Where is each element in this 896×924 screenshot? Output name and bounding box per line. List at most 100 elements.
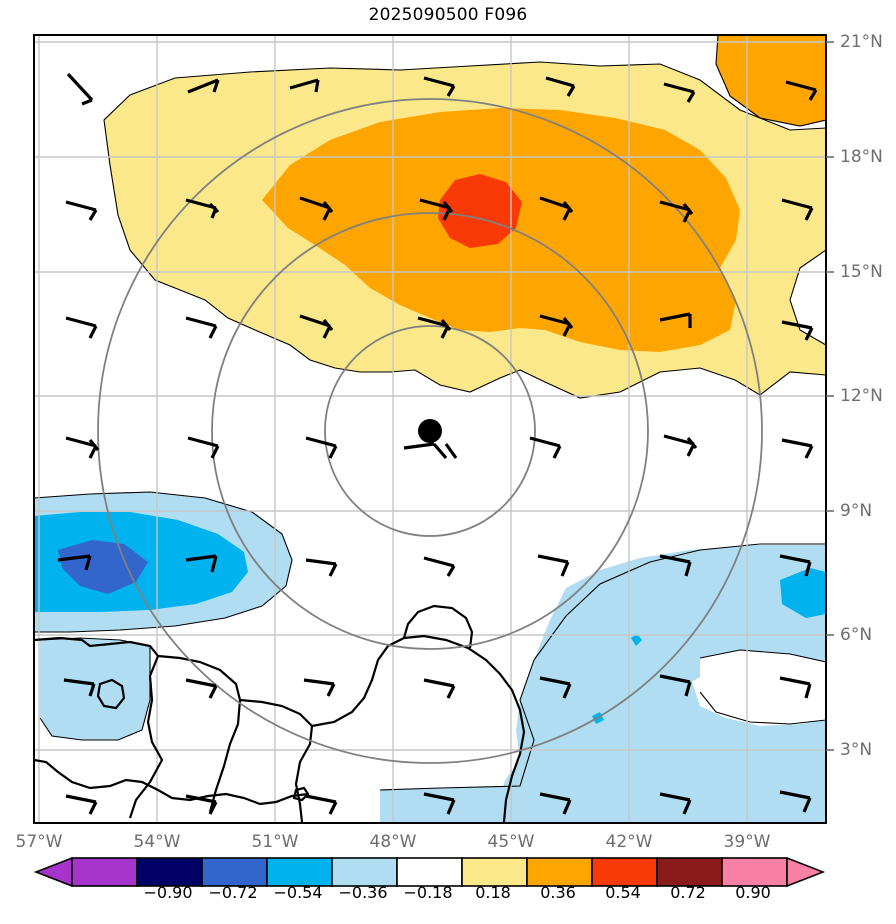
colorbar-swatch-dark-red[interactable]	[656, 857, 723, 887]
colorbar-tick-label-5: 0.18	[475, 883, 511, 902]
colorbar-extend-min[interactable]	[33, 856, 73, 887]
shade-light-blue-southeast-lower	[380, 780, 826, 823]
wind-barb	[781, 438, 814, 459]
wind-barb	[779, 554, 812, 577]
wind-barb	[65, 316, 98, 339]
wind-barb	[529, 436, 562, 459]
y-tick-label-21n: 21°N	[840, 32, 883, 52]
colorbar-tick-label-4: −0.18	[403, 883, 453, 902]
wind-barb	[305, 558, 338, 577]
x-tick-label-39w: 39°W	[723, 832, 771, 852]
wind-barb	[185, 794, 218, 815]
wind-barb	[423, 556, 456, 577]
wind-barb	[423, 76, 456, 97]
shade-white-hole-southeast	[700, 650, 826, 724]
wind-barb	[663, 82, 696, 103]
colorbar-tick-label-3: −0.36	[338, 883, 388, 902]
wind-barb-storm-center	[403, 442, 458, 460]
range-ring-inner	[324, 325, 536, 537]
shade-light-blue-southeast-main	[500, 546, 826, 823]
wind-barb	[781, 198, 814, 221]
shade-light-blue-coastal	[40, 638, 150, 740]
shade-deep-sky-blue-southeast	[780, 568, 826, 618]
wind-barb	[659, 554, 692, 577]
colorbar-extend-max[interactable]	[786, 856, 826, 887]
y-tick-label-18n: 18°N	[840, 147, 883, 167]
colorbar-tick-label-2: −0.54	[273, 883, 323, 902]
wind-barb	[539, 314, 574, 337]
wind-barb	[185, 198, 220, 219]
colorbar-swatch-pink[interactable]	[721, 857, 788, 887]
wind-barb	[305, 794, 338, 815]
wind-barb	[65, 794, 98, 815]
colorbar-swatch-navy[interactable]	[136, 857, 203, 887]
wind-barb	[537, 554, 570, 577]
contour-lines	[34, 35, 826, 791]
range-ring-outer	[97, 98, 763, 764]
shade-orange-red-core	[438, 174, 522, 248]
colorbar-tick-label-8: 0.72	[670, 883, 706, 902]
wind-barb	[417, 316, 452, 339]
wind-barb	[419, 198, 454, 221]
shade-blue-speck-1	[631, 634, 642, 646]
y-tick-label-3n: 3°N	[840, 740, 873, 760]
x-tick-label-57w: 57°W	[15, 832, 63, 852]
wind-barb	[785, 80, 818, 101]
colorbar-swatches[interactable]	[0, 855, 896, 887]
colorbar-swatch-orange-red[interactable]	[591, 857, 658, 887]
shade-royal-blue-core	[58, 540, 148, 594]
axis-ticks	[826, 41, 834, 751]
colorbar[interactable]: −0.90 −0.72 −0.54 −0.36 −0.18 0.18 0.36 …	[0, 855, 896, 924]
x-tick-label-54w: 54°W	[133, 832, 181, 852]
range-ring-middle	[211, 212, 649, 650]
wind-barb	[539, 676, 572, 699]
page-title: 2025090500 F096	[368, 5, 528, 25]
colorbar-swatch-royal-blue[interactable]	[201, 857, 268, 887]
colorbar-swatch-light-yellow[interactable]	[461, 857, 528, 887]
storm-center-marker[interactable]	[418, 419, 442, 443]
wind-barb	[659, 312, 692, 328]
map-plot[interactable]	[0, 0, 896, 860]
colorbar-swatch-purple[interactable]	[71, 857, 138, 887]
wind-barb	[63, 678, 96, 697]
colorbar-tick-label-9: 0.90	[735, 883, 771, 902]
colorbar-swatch-deep-sky-blue[interactable]	[266, 857, 333, 887]
colorbar-tick-label-1: −0.72	[208, 883, 258, 902]
wind-barb	[289, 78, 320, 93]
x-tick-label-42w: 42°W	[605, 832, 653, 852]
wind-barb	[185, 554, 218, 573]
wind-barb	[659, 200, 694, 223]
x-tick-label-45w: 45°W	[487, 832, 535, 852]
y-tick-label-6n: 6°N	[840, 625, 873, 645]
colorbar-swatch-light-blue[interactable]	[331, 857, 398, 887]
wind-barb	[65, 436, 100, 459]
wind-barb	[57, 554, 92, 571]
wind-barb	[663, 434, 698, 457]
colorbar-tick-label-6: 0.36	[540, 883, 576, 902]
wind-barb	[659, 792, 692, 815]
x-tick-label-51w: 51°W	[251, 832, 299, 852]
wind-barb	[187, 78, 220, 94]
colorbar-swatch-orange[interactable]	[526, 857, 593, 887]
wind-barb	[781, 320, 814, 341]
wind-barb	[185, 678, 218, 699]
wind-barb	[305, 436, 338, 459]
wind-barb	[779, 790, 812, 813]
y-tick-label-9n: 9°N	[840, 501, 873, 521]
wind-barb	[299, 196, 334, 221]
coastline	[34, 604, 526, 823]
y-tick-label-12n: 12°N	[840, 386, 883, 406]
wind-barb	[779, 676, 812, 699]
colorbar-tick-label-0: −0.90	[143, 883, 193, 902]
colorbar-tick-label-7: 0.54	[605, 883, 641, 902]
plot-frame	[33, 34, 827, 824]
wind-barb	[545, 76, 576, 97]
shade-orange-ne-corner	[716, 35, 826, 126]
wind-barb	[65, 200, 98, 221]
gridlines	[34, 35, 826, 823]
colorbar-swatch-white[interactable]	[396, 857, 463, 887]
x-tick-label-48w: 48°W	[369, 832, 417, 852]
wind-barb	[423, 792, 456, 815]
wind-barb	[66, 72, 94, 106]
